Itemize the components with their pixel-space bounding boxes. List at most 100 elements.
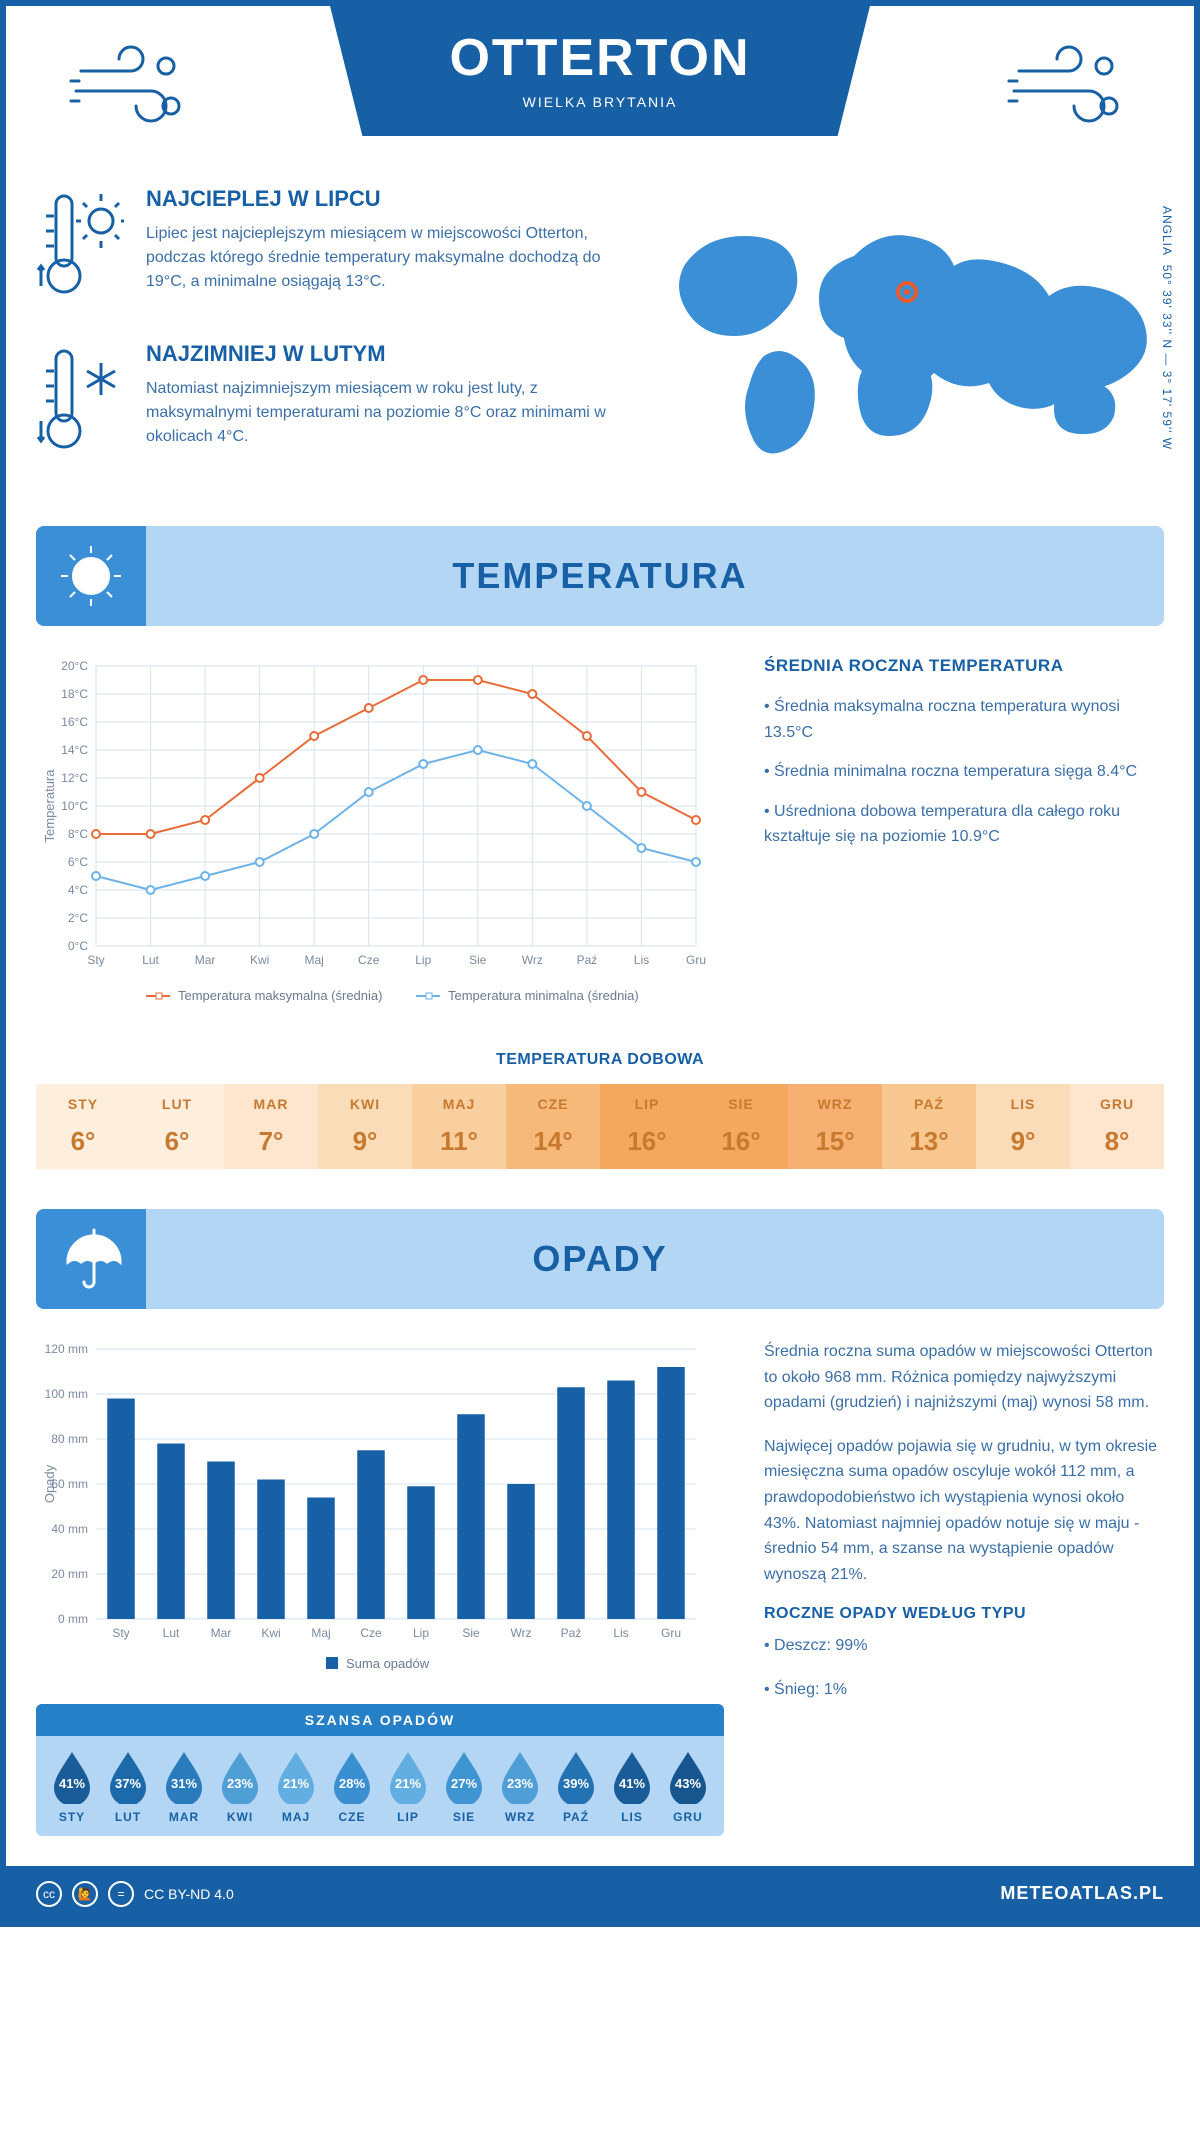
raindrop-icon: 28% xyxy=(330,1750,374,1804)
intro-section: NAJCIEPLEJ W LIPCU Lipiec jest najcieple… xyxy=(36,176,1164,526)
chance-cell: 21%MAJ xyxy=(268,1750,324,1824)
svg-text:Lip: Lip xyxy=(415,953,431,967)
location-marker-icon xyxy=(896,281,918,303)
svg-text:Cze: Cze xyxy=(360,1626,382,1640)
nd-icon: = xyxy=(108,1881,134,1907)
thermometer-sun-icon xyxy=(36,186,126,311)
chance-cell: 31%MAR xyxy=(156,1750,212,1824)
svg-text:Gru: Gru xyxy=(686,953,706,967)
svg-text:Wrz: Wrz xyxy=(522,953,543,967)
svg-text:Sty: Sty xyxy=(87,953,104,967)
coldest-title: NAJZIMNIEJ W LUTYM xyxy=(146,341,614,367)
umbrella-icon xyxy=(36,1209,146,1309)
precip-type-title: ROCZNE OPADY WEDŁUG TYPU xyxy=(764,1605,1164,1623)
daily-temp-cell: STY6° xyxy=(36,1084,130,1169)
svg-text:Temperatura: Temperatura xyxy=(42,769,57,843)
svg-text:14°C: 14°C xyxy=(61,743,88,757)
temp-bullet: • Uśredniona dobowa temperatura dla całe… xyxy=(764,799,1164,850)
svg-text:Opady: Opady xyxy=(42,1464,57,1503)
svg-text:Temperatura maksymalna (średni: Temperatura maksymalna (średnia) xyxy=(178,988,382,1003)
svg-text:Mar: Mar xyxy=(211,1626,232,1640)
coldest-text: Natomiast najzimniejszym miesiącem w rok… xyxy=(146,377,614,449)
sun-icon xyxy=(36,526,146,626)
precip-text-2: Najwięcej opadów pojawia się w grudniu, … xyxy=(764,1434,1164,1588)
svg-text:Temperatura minimalna (średnia: Temperatura minimalna (średnia) xyxy=(448,988,639,1003)
svg-text:12°C: 12°C xyxy=(61,771,88,785)
svg-text:4°C: 4°C xyxy=(68,883,88,897)
svg-text:Lip: Lip xyxy=(413,1626,429,1640)
coordinates: ANGLIA 50° 39' 33'' N — 3° 17' 59'' W xyxy=(1160,206,1174,450)
svg-text:Sty: Sty xyxy=(112,1626,129,1640)
raindrop-icon: 23% xyxy=(498,1750,542,1804)
precipitation-chance-box: SZANSA OPADÓW 41%STY 37%LUT 31%MAR 23%KW… xyxy=(36,1704,724,1836)
daily-temp-cell: KWI9° xyxy=(318,1084,412,1169)
section-title: TEMPERATURA xyxy=(452,555,747,597)
raindrop-icon: 27% xyxy=(442,1750,486,1804)
daily-temp-cell: WRZ15° xyxy=(788,1084,882,1169)
raindrop-icon: 39% xyxy=(554,1750,598,1804)
daily-temp-cell: CZE14° xyxy=(506,1084,600,1169)
svg-text:20°C: 20°C xyxy=(61,659,88,673)
daily-temp-cell: GRU8° xyxy=(1070,1084,1164,1169)
temperature-line-chart: 0°C2°C4°C6°C8°C10°C12°C14°C16°C18°C20°CS… xyxy=(36,656,724,1021)
temperature-section-header: TEMPERATURA xyxy=(36,526,1164,626)
avg-temp-title: ŚREDNIA ROCZNA TEMPERATURA xyxy=(764,656,1164,676)
daily-temp-cell: LIP16° xyxy=(600,1084,694,1169)
daily-temp-table: STY6°LUT6°MAR7°KWI9°MAJ11°CZE14°LIP16°SI… xyxy=(36,1084,1164,1169)
chance-cell: 39%PAŹ xyxy=(548,1750,604,1824)
chance-cell: 23%KWI xyxy=(212,1750,268,1824)
svg-text:Paź: Paź xyxy=(561,1626,582,1640)
raindrop-icon: 21% xyxy=(274,1750,318,1804)
footer: cc 🙋 = CC BY-ND 4.0 METEOATLAS.PL xyxy=(6,1866,1194,1921)
hottest-text: Lipiec jest najcieplejszym miesiącem w m… xyxy=(146,222,614,294)
svg-text:8°C: 8°C xyxy=(68,827,88,841)
raindrop-icon: 41% xyxy=(50,1750,94,1804)
precip-text-1: Średnia roczna suma opadów w miejscowośc… xyxy=(764,1339,1164,1416)
chance-cell: 28%CZE xyxy=(324,1750,380,1824)
site-name: METEOATLAS.PL xyxy=(1000,1883,1164,1904)
daily-temp-cell: MAJ11° xyxy=(412,1084,506,1169)
precip-type: • Śnieg: 1% xyxy=(764,1677,1164,1703)
daily-temp-cell: SIE16° xyxy=(694,1084,788,1169)
svg-text:16°C: 16°C xyxy=(61,715,88,729)
chance-title: SZANSA OPADÓW xyxy=(36,1704,724,1736)
chance-cell: 43%GRU xyxy=(660,1750,716,1824)
chance-cell: 27%SIE xyxy=(436,1750,492,1824)
header: OTTERTON WIELKA BRYTANIA xyxy=(36,6,1164,176)
precip-type: • Deszcz: 99% xyxy=(764,1633,1164,1659)
svg-text:0 mm: 0 mm xyxy=(58,1612,88,1626)
precipitation-summary: Średnia roczna suma opadów w miejscowośc… xyxy=(764,1339,1164,1836)
daily-temp-cell: LIS9° xyxy=(976,1084,1070,1169)
svg-text:Sie: Sie xyxy=(462,1626,480,1640)
svg-text:6°C: 6°C xyxy=(68,855,88,869)
svg-text:Maj: Maj xyxy=(311,1626,330,1640)
precipitation-bar-chart: 0 mm20 mm40 mm60 mm80 mm100 mm120 mmOpad… xyxy=(36,1339,724,1684)
svg-text:Wrz: Wrz xyxy=(510,1626,531,1640)
chance-cell: 37%LUT xyxy=(100,1750,156,1824)
raindrop-icon: 37% xyxy=(106,1750,150,1804)
svg-text:Sie: Sie xyxy=(469,953,487,967)
svg-text:Lis: Lis xyxy=(613,1626,628,1640)
section-title: OPADY xyxy=(532,1238,667,1280)
world-map: ANGLIA 50° 39' 33'' N — 3° 17' 59'' W xyxy=(644,186,1164,496)
hottest-block: NAJCIEPLEJ W LIPCU Lipiec jest najcieple… xyxy=(36,186,614,311)
daily-temp-cell: MAR7° xyxy=(224,1084,318,1169)
svg-text:2°C: 2°C xyxy=(68,911,88,925)
raindrop-icon: 41% xyxy=(610,1750,654,1804)
by-icon: 🙋 xyxy=(72,1881,98,1907)
chance-cell: 21%LIP xyxy=(380,1750,436,1824)
raindrop-icon: 21% xyxy=(386,1750,430,1804)
wind-icon xyxy=(66,41,196,141)
svg-text:18°C: 18°C xyxy=(61,687,88,701)
svg-text:Kwi: Kwi xyxy=(250,953,269,967)
daily-temp-title: TEMPERATURA DOBOWA xyxy=(36,1051,1164,1069)
svg-text:Gru: Gru xyxy=(661,1626,681,1640)
svg-text:Kwi: Kwi xyxy=(261,1626,280,1640)
raindrop-icon: 23% xyxy=(218,1750,262,1804)
daily-temp-cell: LUT6° xyxy=(130,1084,224,1169)
svg-text:100 mm: 100 mm xyxy=(45,1387,88,1401)
wind-icon xyxy=(1004,41,1134,141)
svg-text:80 mm: 80 mm xyxy=(51,1432,88,1446)
license-text: CC BY-ND 4.0 xyxy=(144,1886,234,1902)
chance-cell: 41%LIS xyxy=(604,1750,660,1824)
